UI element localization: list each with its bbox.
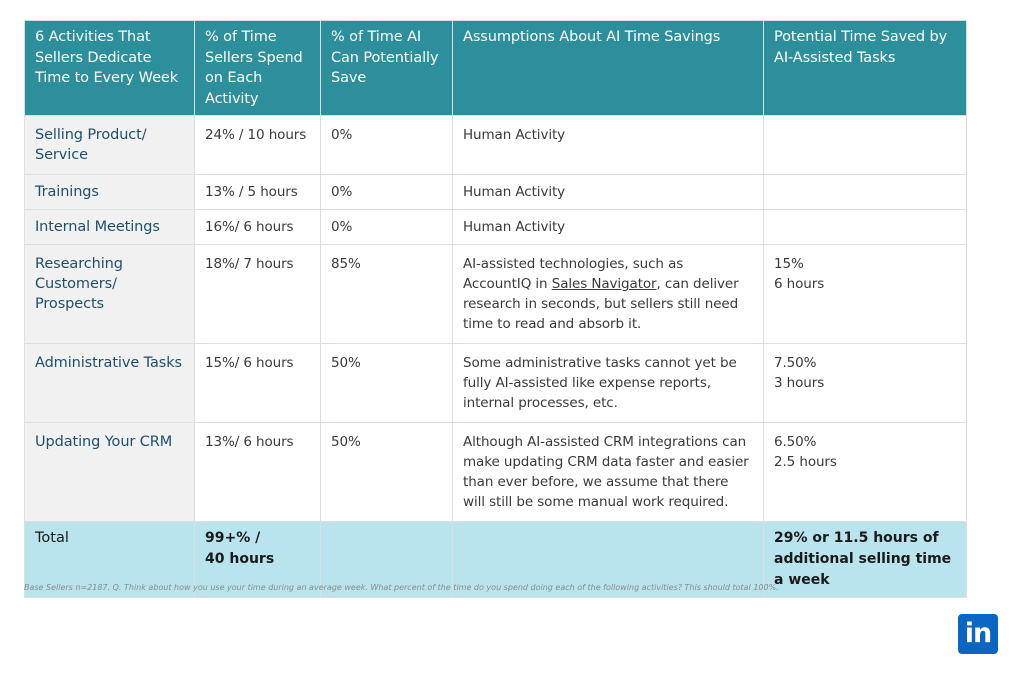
table-row: Administrative Tasks 15%/ 6 hours 50% So… bbox=[24, 343, 967, 423]
header-activities: 6 Activities That Sellers Dedicate Time … bbox=[24, 20, 195, 116]
activity-cell: Researching Customers/ Prospects bbox=[24, 244, 195, 344]
linkedin-icon[interactable]: in bbox=[958, 614, 998, 654]
time-spent-cell: 15%/ 6 hours bbox=[194, 343, 321, 423]
header-potential-saved: Potential Time Saved by AI-Assisted Task… bbox=[763, 20, 967, 116]
time-savings-table: 6 Activities That Sellers Dedicate Time … bbox=[24, 20, 967, 598]
table-header: 6 Activities That Sellers Dedicate Time … bbox=[24, 20, 967, 116]
table-row: Updating Your CRM 13%/ 6 hours 50% Altho… bbox=[24, 422, 967, 522]
assumption-cell: AI-assisted technologies, such as Accoun… bbox=[452, 244, 764, 344]
saved-cell: 15% 6 hours bbox=[763, 244, 967, 344]
activity-cell: Administrative Tasks bbox=[24, 343, 195, 423]
total-row: Total 99+% / 40 hours 29% or 11.5 hours o… bbox=[24, 521, 967, 598]
time-spent-cell: 16%/ 6 hours bbox=[194, 209, 321, 245]
header-ai-save: % of Time AI Can Potentially Save bbox=[320, 20, 453, 116]
header-row: 6 Activities That Sellers Dedicate Time … bbox=[24, 20, 967, 116]
table-footer: Total 99+% / 40 hours 29% or 11.5 hours o… bbox=[24, 521, 967, 598]
assumption-cell: Human Activity bbox=[452, 174, 764, 210]
table-row: Researching Customers/ Prospects 18%/ 7 … bbox=[24, 244, 967, 344]
header-assumptions: Assumptions About AI Time Savings bbox=[452, 20, 764, 116]
activity-cell: Updating Your CRM bbox=[24, 422, 195, 522]
time-spent-cell: 13% / 5 hours bbox=[194, 174, 321, 210]
table-row: Internal Meetings 16%/ 6 hours 0% Human … bbox=[24, 209, 967, 245]
assumption-text: Human Activity bbox=[463, 184, 566, 200]
ai-save-cell: 0% bbox=[320, 209, 453, 245]
assumption-text: Human Activity bbox=[463, 127, 566, 143]
header-time-spent: % of Time Sellers Spend on Each Activity bbox=[194, 20, 321, 116]
activity-cell: Internal Meetings bbox=[24, 209, 195, 245]
table-row: Trainings 13% / 5 hours 0% Human Activit… bbox=[24, 174, 967, 210]
activity-cell: Trainings bbox=[24, 174, 195, 210]
hours-saved: 2.5 hours bbox=[774, 454, 837, 470]
assumption-text: Human Activity bbox=[463, 219, 566, 235]
sales-navigator-link[interactable]: Sales Navigator bbox=[551, 276, 657, 292]
hours-saved: 3 hours bbox=[774, 375, 825, 391]
total-saved: 29% or 11.5 hours of additional selling … bbox=[763, 521, 967, 598]
assumption-text: Although AI-assisted CRM integrations ca… bbox=[463, 434, 749, 510]
footnote: Base Sellers n=2187. Q. Think about how … bbox=[24, 583, 779, 592]
assumption-cell: Human Activity bbox=[452, 115, 764, 175]
activity-cell: Selling Product/ Service bbox=[24, 115, 195, 175]
total-time-spent-line1: 99+% / bbox=[205, 530, 261, 546]
saved-cell bbox=[763, 209, 967, 245]
total-label: Total bbox=[24, 521, 195, 598]
pct-saved: 15% bbox=[774, 256, 804, 272]
total-time-spent-line2: 40 hours bbox=[205, 551, 275, 567]
pct-saved: 7.50% bbox=[774, 355, 817, 371]
total-empty-cell bbox=[320, 521, 453, 598]
assumption-text: AI-assisted technologies, such as Accoun… bbox=[463, 256, 684, 292]
table-body: Selling Product/ Service 24% / 10 hours … bbox=[24, 115, 967, 522]
time-spent-cell: 13%/ 6 hours bbox=[194, 422, 321, 522]
assumption-cell: Human Activity bbox=[452, 209, 764, 245]
assumption-text: Some administrative tasks cannot yet be … bbox=[463, 355, 737, 411]
saved-cell bbox=[763, 174, 967, 210]
time-spent-cell: 24% / 10 hours bbox=[194, 115, 321, 175]
time-spent-cell: 18%/ 7 hours bbox=[194, 244, 321, 344]
table-row: Selling Product/ Service 24% / 10 hours … bbox=[24, 115, 967, 175]
ai-save-cell: 0% bbox=[320, 174, 453, 210]
saved-cell: 7.50% 3 hours bbox=[763, 343, 967, 423]
assumption-cell: Some administrative tasks cannot yet be … bbox=[452, 343, 764, 423]
ai-save-cell: 50% bbox=[320, 343, 453, 423]
ai-save-cell: 0% bbox=[320, 115, 453, 175]
ai-save-cell: 50% bbox=[320, 422, 453, 522]
total-time-spent: 99+% / 40 hours bbox=[194, 521, 321, 598]
ai-save-cell: 85% bbox=[320, 244, 453, 344]
saved-cell bbox=[763, 115, 967, 175]
assumption-text-cont: , can deliver research in seconds, but s… bbox=[463, 276, 739, 332]
saved-cell: 6.50% 2.5 hours bbox=[763, 422, 967, 522]
pct-saved: 6.50% bbox=[774, 434, 817, 450]
assumption-cell: Although AI-assisted CRM integrations ca… bbox=[452, 422, 764, 522]
hours-saved: 6 hours bbox=[774, 276, 825, 292]
